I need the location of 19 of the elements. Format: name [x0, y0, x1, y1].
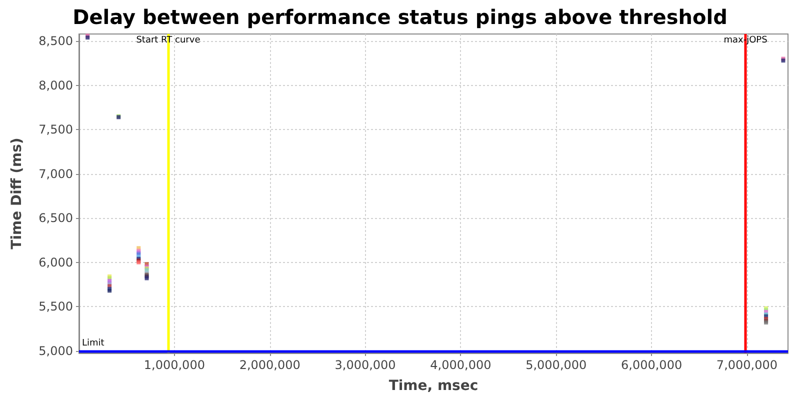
y-tick-label: 8,000 [38, 78, 73, 92]
y-tick-label: 7,000 [38, 166, 73, 181]
x-tick-label: 7,000,000 [716, 358, 778, 372]
y-axis-title: Time Diff (ms) [9, 138, 25, 250]
y-tick-label: 6,500 [38, 211, 73, 226]
y-tick-label: 5,500 [38, 300, 73, 314]
x-tick-label: 3,000,000 [334, 358, 396, 372]
y-tick-label: 6,000 [38, 255, 73, 270]
y-tick-label: 7,500 [38, 122, 73, 137]
x-tick-label: 4,000,000 [430, 358, 492, 372]
x-tick-label: 5,000,000 [526, 358, 587, 372]
chart-title: Delay between performance status pings above threshold [72, 5, 728, 29]
x-axis-title: Time, msec [388, 378, 478, 394]
y-tick-label: 5,000 [38, 344, 73, 358]
x-tick-label: 6,000,000 [621, 358, 682, 372]
y-tick-label: 8,500 [38, 34, 73, 48]
x-tick-label: 2,000,000 [239, 358, 300, 372]
x-tick-label: 1,000,000 [144, 358, 205, 372]
ref-line-label: Limit [82, 338, 105, 348]
